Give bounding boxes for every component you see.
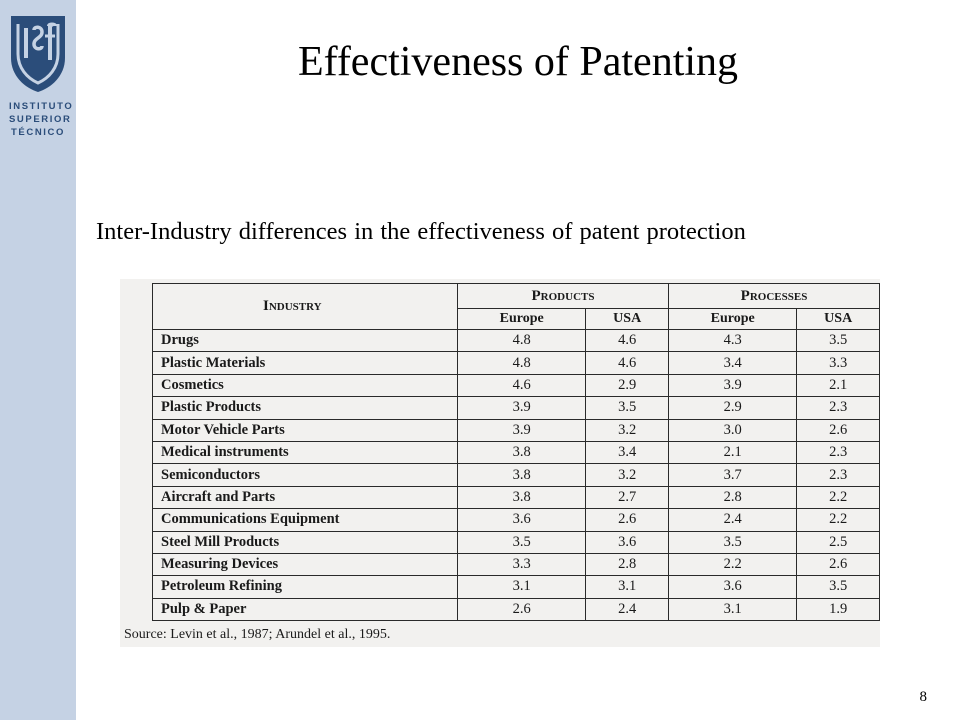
industry-cell: Cosmetics	[152, 373, 458, 398]
value-cell: 2.2	[667, 552, 798, 577]
value-cell: 3.8	[456, 440, 587, 465]
ist-logo: INSTITUTO SUPERIOR TÉCNICO	[9, 14, 74, 139]
table-row: Pulp & Paper 2.6 2.4 3.1 1.9	[152, 597, 880, 622]
value-cell: 2.2	[796, 508, 880, 532]
value-cell: 2.2	[796, 485, 880, 510]
scanned-table-image: Industry Products Processes Europe USA E…	[120, 279, 881, 647]
value-cell: 3.6	[667, 575, 798, 599]
table-body: Drugs 4.8 4.6 4.3 3.5 Plastic Materials 4.8 4.6…	[152, 328, 880, 622]
source-citation: Source: Levin et al., 1987; Arundel et a…	[124, 627, 391, 642]
table-row: Plastic Materials 4.8 4.6 3.4 3.3	[152, 351, 880, 375]
industry-cell: Medical instruments	[152, 440, 458, 465]
value-cell: 3.8	[456, 485, 587, 510]
table-row: Measuring Devices 3.3 2.8 2.2 2.6	[152, 552, 880, 577]
table-row: Medical instruments 3.8 3.4 2.1 2.3	[152, 440, 880, 465]
slide-title: Effectiveness of Patenting	[297, 39, 739, 85]
value-cell: 3.6	[585, 530, 669, 554]
value-cell: 3.1	[667, 597, 798, 622]
subheader-processes-europe: Europe	[667, 308, 798, 330]
value-cell: 3.3	[456, 552, 587, 577]
industry-cell: Steel Mill Products	[152, 530, 458, 554]
value-cell: 2.9	[667, 396, 798, 420]
value-cell: 4.3	[667, 328, 798, 353]
value-cell: 2.9	[585, 373, 669, 398]
table-row: Steel Mill Products 3.5 3.6 3.5 2.5	[152, 530, 880, 554]
industry-cell: Plastic Products	[152, 396, 458, 420]
value-cell: 3.7	[667, 463, 798, 487]
logo-line-2: SUPERIOR	[9, 114, 72, 125]
value-cell: 3.9	[667, 373, 798, 398]
value-cell: 3.5	[585, 396, 669, 420]
industry-cell: Plastic Materials	[152, 351, 458, 375]
table-row: Motor Vehicle Parts 3.9 3.2 3.0 2.6	[152, 418, 880, 442]
industry-cell: Petroleum Refining	[152, 575, 458, 599]
value-cell: 2.6	[585, 508, 669, 532]
value-cell: 2.3	[796, 440, 880, 465]
industry-cell: Motor Vehicle Parts	[152, 418, 458, 442]
value-cell: 3.3	[796, 351, 880, 375]
value-cell: 2.4	[667, 508, 798, 532]
value-cell: 2.8	[585, 552, 669, 577]
value-cell: 2.8	[667, 485, 798, 510]
value-cell: 2.3	[796, 396, 880, 420]
table-row: Cosmetics 4.6 2.9 3.9 2.1	[152, 373, 880, 398]
value-cell: 3.5	[667, 530, 798, 554]
value-cell: 3.2	[585, 418, 669, 442]
logo-line-3: TÉCNICO	[11, 127, 65, 138]
value-cell: 2.6	[796, 418, 880, 442]
header-industry: Industry	[152, 283, 458, 330]
logo-line-1: INSTITUTO	[9, 101, 74, 112]
table-row: Petroleum Refining 3.1 3.1 3.6 3.5	[152, 575, 880, 599]
value-cell: 3.5	[796, 575, 880, 599]
value-cell: 3.9	[456, 418, 587, 442]
value-cell: 2.1	[796, 373, 880, 398]
subheader-products-europe: Europe	[456, 308, 587, 330]
value-cell: 1.9	[796, 597, 880, 622]
value-cell: 4.8	[456, 351, 587, 375]
value-cell: 2.3	[796, 463, 880, 487]
industry-cell: Aircraft and Parts	[152, 485, 458, 510]
value-cell: 3.4	[667, 351, 798, 375]
value-cell: 2.6	[796, 552, 880, 577]
patent-effectiveness-table: Industry Products Processes Europe USA E…	[152, 283, 881, 622]
header-products: Products	[457, 283, 669, 309]
value-cell: 4.6	[585, 351, 669, 375]
industry-cell: Measuring Devices	[152, 552, 458, 577]
value-cell: 2.1	[667, 440, 798, 465]
slide-subtitle: Inter-Industry differences in the effect…	[96, 218, 746, 245]
industry-cell: Semiconductors	[152, 463, 458, 487]
value-cell: 3.0	[667, 418, 798, 442]
value-cell: 3.2	[585, 463, 669, 487]
ist-shield-icon	[11, 16, 65, 92]
value-cell: 4.6	[456, 373, 587, 398]
sidebar: INSTITUTO SUPERIOR TÉCNICO	[0, 0, 76, 720]
table-row: Aircraft and Parts 3.8 2.7 2.8 2.2	[152, 485, 880, 510]
table-row: Drugs 4.8 4.6 4.3 3.5	[152, 328, 880, 353]
header-processes: Processes	[667, 283, 881, 309]
page-number: 8	[919, 689, 928, 705]
value-cell: 4.8	[456, 328, 587, 353]
value-cell: 3.1	[456, 575, 587, 599]
value-cell: 2.5	[796, 530, 880, 554]
value-cell: 3.6	[456, 508, 587, 532]
industry-cell: Drugs	[152, 328, 458, 353]
industry-cell: Pulp & Paper	[152, 597, 458, 622]
value-cell: 3.5	[456, 530, 587, 554]
value-cell: 2.6	[456, 597, 587, 622]
value-cell: 3.1	[585, 575, 669, 599]
table-row: Semiconductors 3.8 3.2 3.7 2.3	[152, 463, 880, 487]
value-cell: 3.4	[585, 440, 669, 465]
value-cell: 3.8	[456, 463, 587, 487]
value-cell: 3.9	[456, 396, 587, 420]
value-cell: 3.5	[796, 328, 880, 353]
table-row: Communications Equipment 3.6 2.6 2.4 2.2	[152, 508, 880, 532]
value-cell: 2.4	[585, 597, 669, 622]
value-cell: 4.6	[585, 328, 669, 353]
value-cell: 2.7	[585, 485, 669, 510]
subheader-processes-usa: USA	[796, 308, 880, 330]
table-row: Plastic Products 3.9 3.5 2.9 2.3	[152, 396, 880, 420]
industry-cell: Communications Equipment	[152, 508, 458, 532]
subheader-products-usa: USA	[585, 308, 669, 330]
